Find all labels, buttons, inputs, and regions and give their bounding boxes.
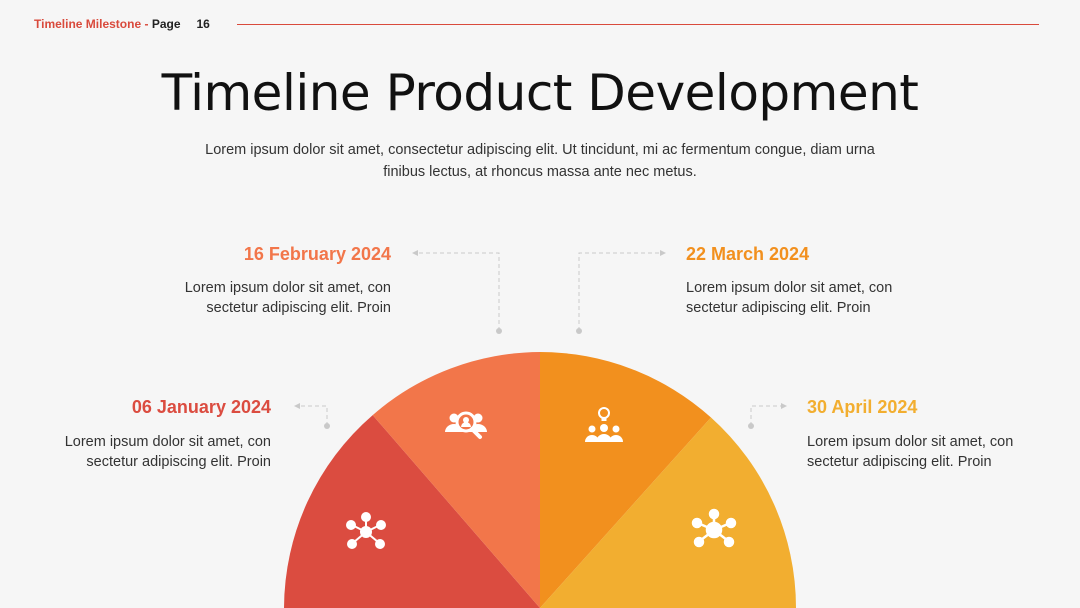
- header: Timeline Milestone - Page 16: [34, 17, 210, 31]
- milestone-2-text: Lorem ipsum dolor sit amet, con sectetur…: [184, 280, 391, 316]
- connector-dot-2: [496, 328, 502, 334]
- connector-1: [298, 405, 328, 426]
- milestone-1-date: 06 January 2024: [131, 397, 271, 417]
- milestone-4-date: 30 April 2024: [807, 397, 918, 417]
- connectors: [298, 252, 783, 426]
- milestone-1-text: Lorem ipsum dolor sit amet, con sectetur…: [64, 434, 271, 470]
- network-people-icon: [346, 512, 386, 549]
- header-divider: [237, 24, 1039, 25]
- milestone-3-date: 22 March 2024: [686, 244, 810, 264]
- connector-dot-4: [748, 423, 754, 429]
- milestone-4-text: Lorem ipsum dolor sit amet, con sectetur…: [807, 434, 1014, 470]
- connector-dots: [294, 250, 787, 429]
- connector-arrow-4: [781, 403, 787, 409]
- segment-1: [284, 415, 540, 608]
- header-section: Timeline Milestone -: [34, 17, 152, 31]
- hub-network-icon: [691, 508, 737, 548]
- segment-2: [372, 352, 540, 608]
- connector-dot-3: [576, 328, 582, 334]
- people-search-icon: [445, 411, 487, 439]
- connector-dot-1: [324, 423, 330, 429]
- milestone-3-text: Lorem ipsum dolor sit amet, con sectetur…: [686, 280, 893, 316]
- connector-arrow-2: [412, 250, 418, 256]
- connector-arrow-3: [660, 250, 666, 256]
- connector-4: [750, 405, 783, 426]
- page-title: Timeline Product Development: [161, 64, 919, 122]
- page-subtitle: Lorem ipsum dolor sit amet, consectetur …: [205, 142, 875, 180]
- connector-arrow-1: [294, 403, 300, 409]
- header-page-label: Page: [151, 17, 181, 31]
- milestone-2-date: 16 February 2024: [243, 244, 391, 264]
- connector-3: [578, 252, 662, 331]
- connector-2: [416, 252, 500, 331]
- segment-4: [540, 417, 796, 608]
- team-idea-icon: [585, 407, 623, 442]
- segment-3: [540, 352, 711, 608]
- header-page-number: 16: [196, 17, 210, 31]
